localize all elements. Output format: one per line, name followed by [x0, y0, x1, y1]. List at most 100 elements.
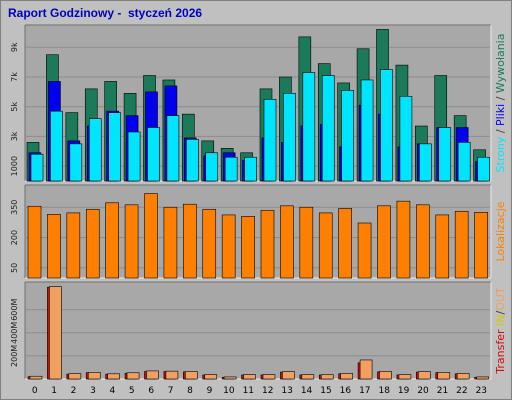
bar-wywolania [302, 72, 316, 182]
bar-transfer-out [87, 372, 101, 380]
bar-lokalizacje [338, 208, 352, 279]
y-tick-label: 1000 [10, 156, 19, 176]
bar-lokalizacje [144, 193, 158, 279]
bar-transfer-out [398, 374, 412, 380]
x-tick-label: 3 [90, 386, 96, 396]
legend-entry: / [494, 93, 507, 104]
bar-wywolania [341, 90, 354, 182]
legend-entry: IN [494, 314, 507, 329]
legend-visits: Lokalizacje [494, 201, 507, 261]
x-tick-label: 21 [437, 386, 448, 396]
bar-transfer-out [359, 359, 373, 380]
bar-wywolania [419, 143, 432, 182]
bar-lokalizacje [474, 211, 488, 279]
legend-hits-files-pages: Strony / Pliki / Wywołania [494, 34, 507, 173]
legend-entry: OUT [494, 287, 507, 311]
bar-wywolania [380, 69, 393, 182]
bar-wywolania [457, 142, 471, 182]
y-tick-label: 400M [10, 322, 19, 344]
y-tick-label: 3k [10, 131, 19, 141]
bar-lokalizacje [416, 204, 430, 279]
bar-lokalizacje [163, 206, 178, 279]
x-tick-label: 5 [129, 386, 135, 396]
bar-wywolania [360, 79, 374, 182]
bar-transfer-out [456, 373, 470, 380]
bar-transfer-out [320, 374, 334, 380]
bar-wywolania [205, 152, 219, 182]
bar-transfer-out [301, 374, 315, 380]
bar-lokalizacje [183, 203, 197, 279]
x-tick-label: 16 [340, 386, 352, 396]
report-title: Raport Godzinowy - styczeń 2026 [8, 6, 203, 20]
bar-wywolania [30, 153, 44, 182]
legend-entry: Transfer [494, 329, 507, 375]
bar-lokalizacje [202, 208, 217, 279]
bar-lokalizacje [454, 210, 469, 279]
bar-lokalizacje [396, 200, 411, 279]
bar-wywolania [477, 156, 490, 182]
y-tick-label: 7k [10, 72, 19, 82]
bar-lokalizacje [280, 205, 294, 279]
bar-wywolania [244, 156, 257, 182]
x-tick-label: 10 [223, 386, 235, 396]
bar-wywolania [50, 110, 63, 182]
bar-transfer-out [262, 374, 276, 380]
bar-wywolania [186, 139, 199, 182]
bar-wywolania [69, 143, 83, 182]
x-tick-label: 1 [51, 386, 57, 396]
bar-transfer-out [476, 376, 489, 380]
x-tick-label: 12 [262, 386, 273, 396]
bar-wywolania [399, 96, 413, 182]
bar-lokalizacje [85, 208, 100, 279]
plot-area-transfer [25, 282, 491, 379]
x-tick-label: 9 [207, 386, 213, 396]
x-tick-label: 20 [417, 386, 429, 396]
legend-entry: / [494, 310, 507, 314]
bar-transfer-out [29, 375, 43, 380]
bar-wywolania [88, 118, 102, 182]
bar-lokalizacje [47, 214, 61, 279]
x-tick-label: 15 [320, 386, 331, 396]
bar-wywolania [224, 156, 238, 182]
bar-wywolania [438, 127, 452, 182]
x-tick-label: 17 [359, 386, 370, 396]
bar-transfer-out [340, 373, 353, 380]
y-tick-label: 350 [10, 200, 19, 215]
x-tick-label: 22 [456, 386, 467, 396]
bar-transfer-out [282, 371, 295, 380]
bar-lokalizacje [435, 214, 450, 279]
bar-wywolania [166, 115, 180, 182]
legend-entry: Lokalizacje [494, 201, 507, 261]
bar-lokalizacje [357, 222, 372, 279]
bar-transfer-out [418, 371, 431, 380]
y-tick-label: 200 [10, 230, 19, 245]
bar-lokalizacje [105, 202, 119, 279]
x-tick-label: 19 [398, 386, 410, 396]
bar-lokalizacje [241, 216, 255, 279]
bar-wywolania [263, 98, 277, 182]
bar-transfer-out [185, 371, 198, 380]
bar-transfer-out [243, 374, 256, 380]
bar-transfer-out [146, 370, 159, 380]
bar-transfer-out [68, 373, 82, 380]
legend-entry: Pliki [494, 104, 507, 126]
bar-lokalizacje [221, 214, 236, 279]
bar-lokalizacje [299, 206, 314, 279]
bar-transfer-out [126, 372, 140, 380]
bar-lokalizacje [260, 209, 275, 279]
x-tick-label: 23 [476, 386, 487, 396]
plot-area-hits-files-pages [25, 25, 491, 181]
x-tick-label: 4 [110, 386, 116, 396]
bar-wywolania [147, 127, 160, 182]
legend-entry: / [494, 126, 507, 137]
bar-lokalizacje [377, 205, 391, 279]
bar-lokalizacje [66, 212, 81, 279]
legend-entry: Strony [494, 136, 507, 172]
legend-transfer: Transfer IN/OUT [494, 287, 507, 375]
bar-lokalizacje [124, 204, 139, 279]
bar-wywolania [108, 112, 121, 182]
legend-entry: Wywołania [494, 34, 507, 94]
bar-wywolania [283, 93, 296, 182]
bar-wywolania [321, 75, 335, 182]
